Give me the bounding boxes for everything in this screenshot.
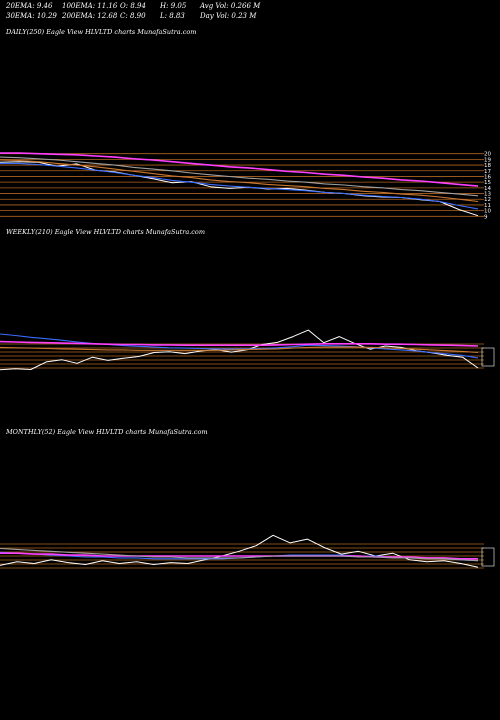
stat-avg-vol: Avg Vol: 0.266 M [200, 2, 261, 10]
series-line-1-0 [0, 329, 479, 371]
stat-20ema: 20EMA: 9.46 [6, 2, 53, 10]
monthly-panel-title: MONTHLY(52) Eagle View HLVLTD charts Mun… [6, 428, 208, 436]
tick-label-0-3: 17 [484, 169, 491, 175]
tick-label-0-0: 20 [484, 152, 491, 158]
tick-label-0-11: 9 [484, 214, 488, 220]
tick-label-0-4: 16 [484, 174, 491, 180]
stat-200ema: 200EMA: 12.68 [62, 12, 118, 20]
series-line-0-3 [0, 156, 479, 197]
tick-label-0-2: 18 [484, 163, 491, 169]
daily-panel-title: DAILY(250) Eagle View HLVLTD charts Muna… [6, 28, 197, 36]
tick-label-0-5: 15 [484, 180, 491, 186]
tick-label-0-8: 12 [484, 197, 491, 203]
stat-100ema: 100EMA: 11.16 [62, 2, 118, 10]
tick-label-0-10: 10 [484, 209, 491, 215]
series-line-0-2 [0, 159, 479, 203]
series-line-2-3 [0, 547, 479, 562]
weekly-panel-title: WEEKLY(210) Eagle View HLVLTD charts Mun… [6, 228, 206, 236]
series-line-2-0 [0, 534, 479, 568]
stat-low: L: 8.83 [160, 12, 185, 20]
series-line-0-1 [0, 162, 479, 210]
header-stats: 20EMA: 9.46 100EMA: 11.16 O: 8.94 H: 9.0… [0, 0, 500, 20]
stat-day-vol: Day Vol: 0.23 M [200, 12, 257, 20]
tick-cluster-2 [481, 547, 495, 567]
series-line-0-0 [0, 161, 479, 217]
series-line-2-2 [0, 552, 478, 560]
tick-label-0-6: 14 [484, 186, 491, 192]
stat-high: H: 9.05 [160, 2, 187, 10]
tick-label-0-9: 11 [484, 203, 491, 209]
tick-cluster-1 [481, 347, 495, 367]
stat-30ema: 30EMA: 10.29 [6, 12, 57, 20]
series-line-1-3 [0, 346, 479, 354]
series-line-0-4 [0, 152, 479, 187]
tick-label-0-7: 13 [484, 192, 491, 198]
series-line-1-1 [0, 333, 479, 359]
stat-open: O: 8.94 [120, 2, 146, 10]
tick-label-0-1: 19 [484, 157, 491, 163]
series-line-1-2 [0, 340, 479, 347]
stat-close: C: 8.90 [120, 12, 146, 20]
